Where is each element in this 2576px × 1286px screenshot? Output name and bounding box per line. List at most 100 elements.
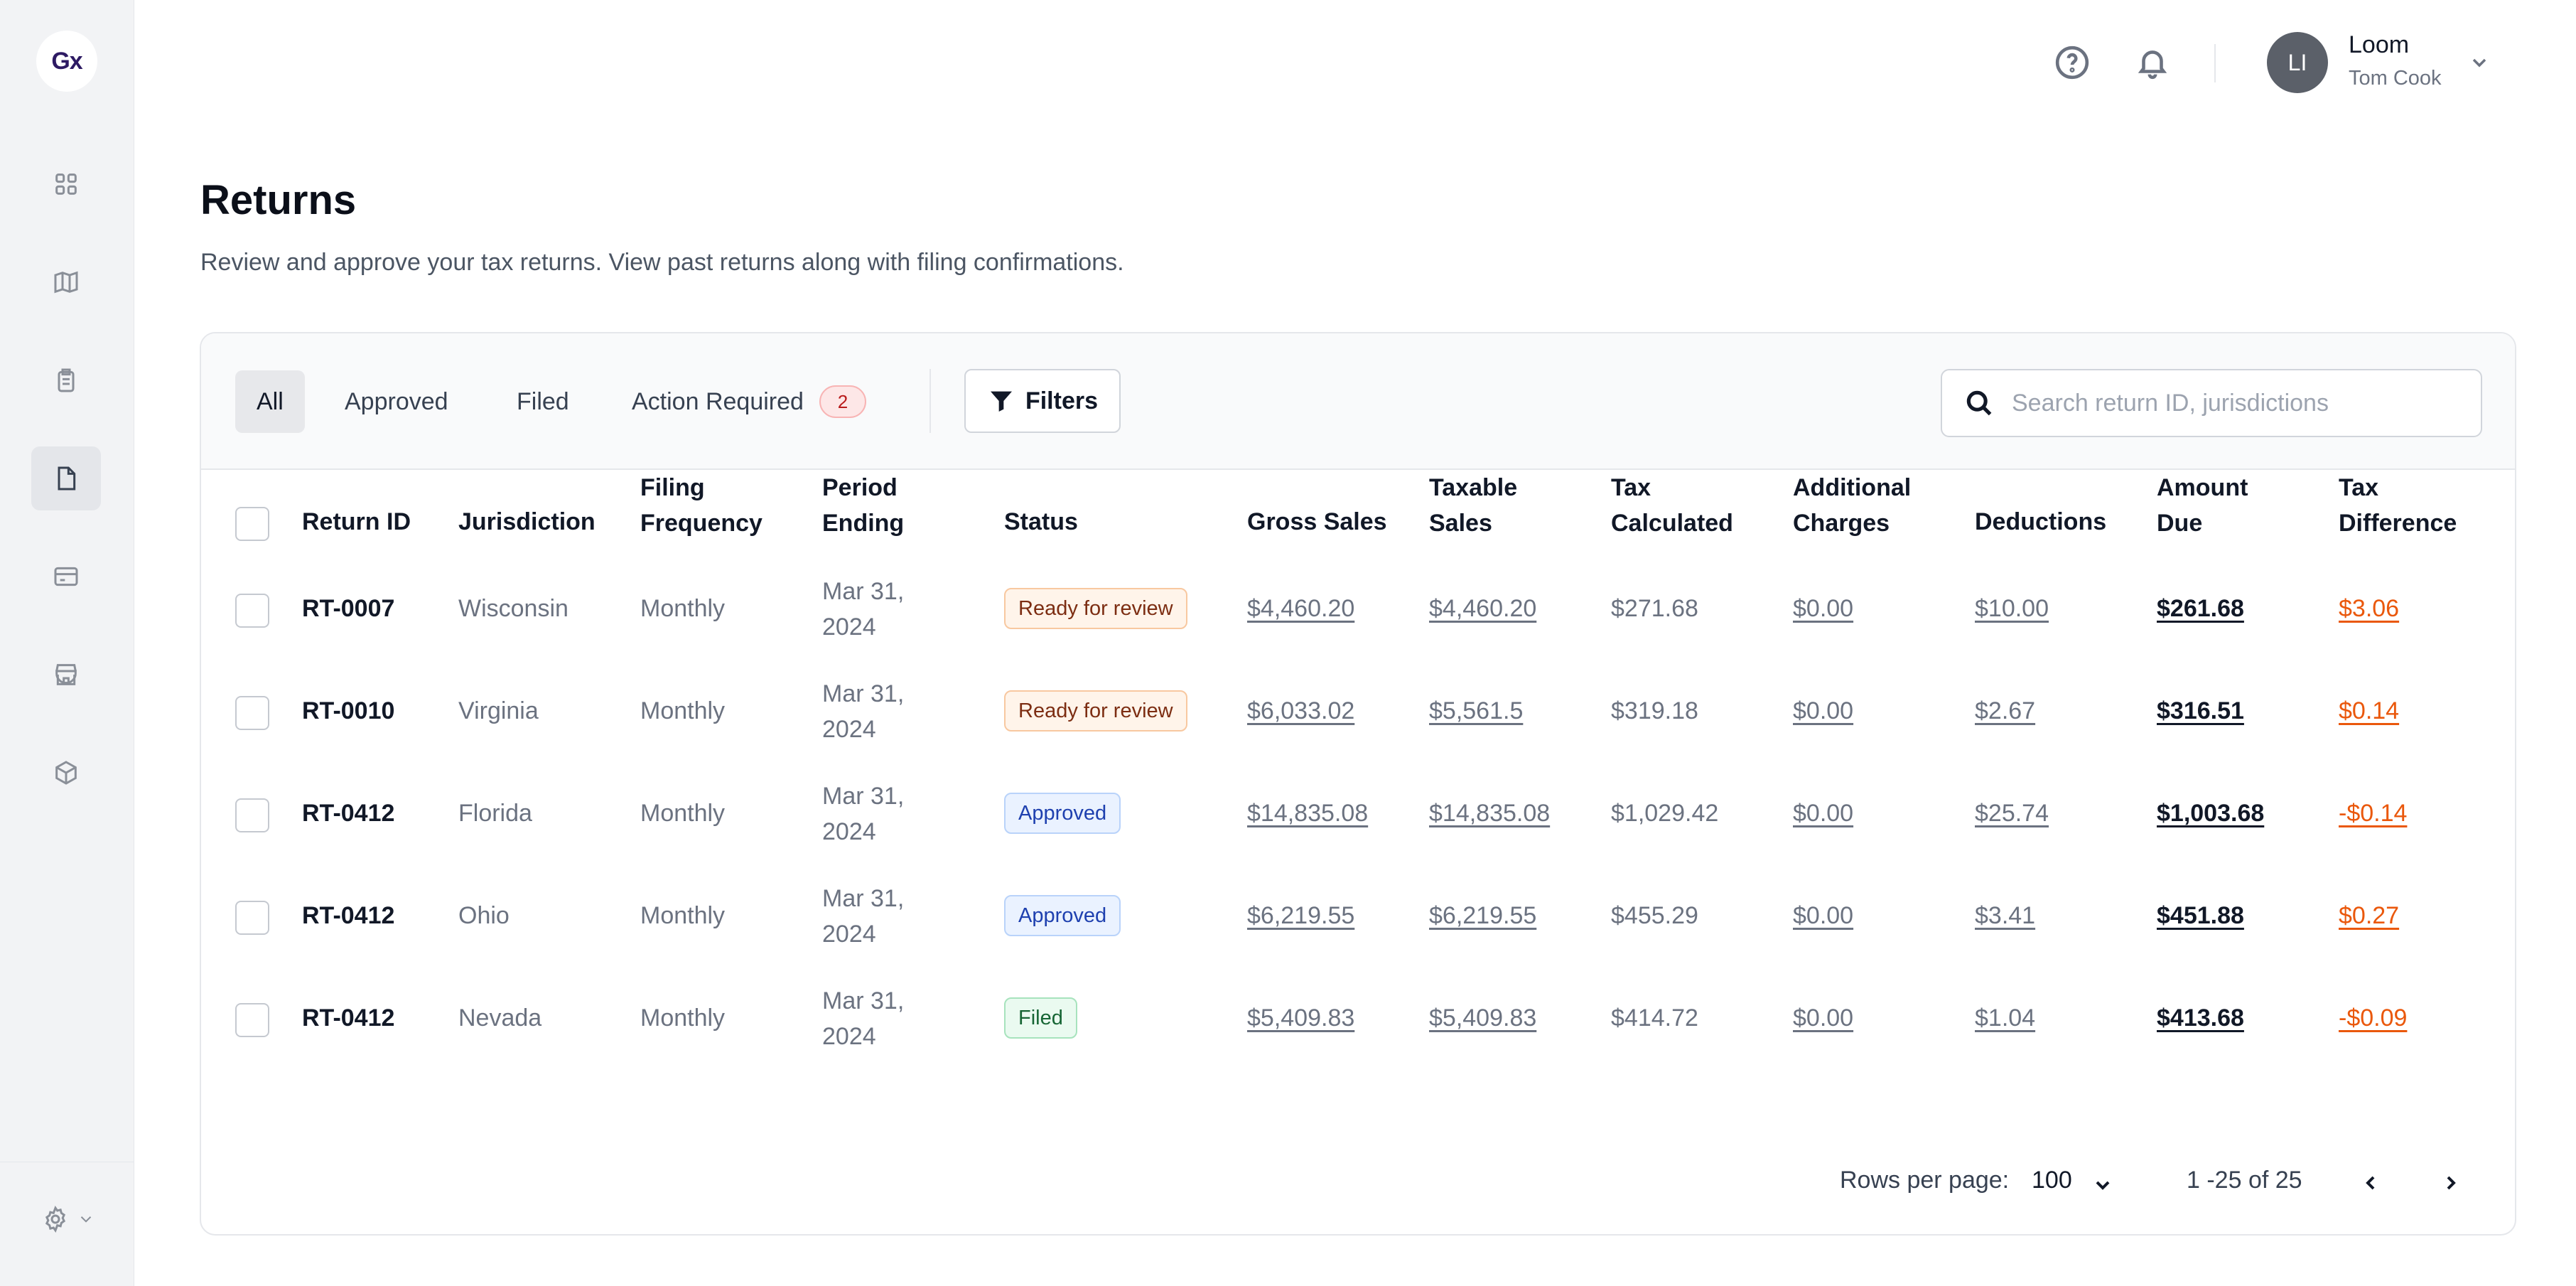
notifications-button[interactable] bbox=[2134, 44, 2171, 81]
cell-tax-calculated: $1,029.42 bbox=[1611, 800, 1719, 827]
store-icon bbox=[55, 664, 77, 685]
chevron-down-icon bbox=[2472, 58, 2486, 68]
user-menu-toggle[interactable] bbox=[2468, 51, 2491, 77]
nav-filings[interactable] bbox=[31, 348, 101, 412]
cell-additional-charges[interactable]: $0.00 bbox=[1793, 697, 1854, 724]
nav-dashboard[interactable] bbox=[31, 152, 101, 216]
cell-taxable-sales[interactable]: $4,460.20 bbox=[1429, 595, 1537, 622]
cell-tax-calculated: $455.29 bbox=[1611, 902, 1698, 929]
select-all-checkbox[interactable] bbox=[235, 507, 269, 541]
col-amount-due[interactable]: Amount Due bbox=[2157, 470, 2248, 541]
gear-icon bbox=[45, 1205, 66, 1233]
chevron-left-icon bbox=[2366, 1176, 2375, 1190]
returns-table: Return ID Jurisdiction Filing Frequency … bbox=[201, 470, 2515, 1067]
cell-additional-charges[interactable]: $0.00 bbox=[1793, 595, 1854, 622]
col-tax-calculated[interactable]: Tax Calculated bbox=[1611, 470, 1733, 541]
cell-amount-due[interactable]: $451.88 bbox=[2157, 902, 2244, 929]
cell-tax-difference[interactable]: -$0.14 bbox=[2339, 800, 2408, 827]
settings-button[interactable] bbox=[41, 1205, 95, 1233]
cell-gross-sales[interactable]: $6,219.55 bbox=[1247, 902, 1355, 929]
cell-taxable-sales[interactable]: $14,835.08 bbox=[1429, 800, 1551, 827]
filters-button[interactable]: Filters bbox=[964, 369, 1121, 433]
org-name[interactable]: Loom bbox=[2349, 31, 2410, 58]
col-taxable-sales[interactable]: Taxable Sales bbox=[1429, 470, 1517, 541]
tab-filed[interactable]: Filed bbox=[517, 387, 569, 415]
cell-amount-due[interactable]: $261.68 bbox=[2157, 595, 2244, 622]
help-button[interactable] bbox=[2054, 44, 2091, 81]
row-checkbox[interactable] bbox=[235, 696, 269, 730]
chevron-down-icon bbox=[80, 1216, 92, 1223]
col-deductions[interactable]: Deductions bbox=[1975, 508, 2107, 535]
action-required-count-badge: 2 bbox=[819, 385, 866, 418]
cell-tax-difference[interactable]: $3.06 bbox=[2339, 595, 2400, 622]
cell-period-ending: Mar 31, 2024 bbox=[822, 574, 904, 645]
status-badge: Ready for review bbox=[1004, 588, 1187, 629]
rows-per-page-label: Rows per page: bbox=[1840, 1167, 2010, 1194]
cell-deductions[interactable]: $1.04 bbox=[1975, 1004, 2036, 1032]
row-checkbox[interactable] bbox=[235, 901, 269, 935]
row-checkbox[interactable] bbox=[235, 594, 269, 628]
search-icon bbox=[1966, 390, 1992, 416]
cell-tax-difference[interactable]: $0.14 bbox=[2339, 697, 2400, 724]
nav-returns[interactable] bbox=[31, 446, 101, 510]
sidebar-footer bbox=[0, 1162, 134, 1286]
col-return-id[interactable]: Return ID bbox=[302, 508, 411, 535]
row-checkbox[interactable] bbox=[235, 1003, 269, 1037]
status-badge: Approved bbox=[1004, 793, 1121, 834]
col-status[interactable]: Status bbox=[1004, 508, 1078, 535]
cell-amount-due[interactable]: $316.51 bbox=[2157, 697, 2244, 724]
cell-tax-calculated: $414.72 bbox=[1611, 1004, 1698, 1032]
cell-deductions[interactable]: $10.00 bbox=[1975, 595, 2049, 622]
col-gross-sales[interactable]: Gross Sales bbox=[1247, 508, 1387, 535]
cell-taxable-sales[interactable]: $5,409.83 bbox=[1429, 1004, 1537, 1032]
row-checkbox[interactable] bbox=[235, 798, 269, 832]
nav-locations[interactable] bbox=[31, 643, 101, 707]
cell-amount-due[interactable]: $1,003.68 bbox=[2157, 800, 2265, 827]
cell-gross-sales[interactable]: $6,033.02 bbox=[1247, 697, 1355, 724]
cell-jurisdiction: Virginia bbox=[458, 697, 539, 724]
nav-payments[interactable] bbox=[31, 545, 101, 609]
cell-additional-charges[interactable]: $0.00 bbox=[1793, 1004, 1854, 1032]
cell-deductions[interactable]: $25.74 bbox=[1975, 800, 2049, 827]
app-logo[interactable]: Gx bbox=[36, 31, 97, 92]
tab-action-required[interactable]: Action Required 2 bbox=[610, 370, 888, 433]
cell-deductions[interactable]: $2.67 bbox=[1975, 697, 2036, 724]
user-name[interactable]: Tom Cook bbox=[2349, 67, 2442, 90]
cell-taxable-sales[interactable]: $5,561.5 bbox=[1429, 697, 1524, 724]
cell-period-ending-line: Mar 31, bbox=[822, 783, 905, 810]
nav-map[interactable] bbox=[31, 250, 101, 314]
col-jurisdiction[interactable]: Jurisdiction bbox=[458, 508, 596, 535]
cell-gross-sales[interactable]: $5,409.83 bbox=[1247, 1004, 1355, 1032]
tab-approved[interactable]: Approved bbox=[345, 387, 448, 415]
tab-all[interactable]: All bbox=[235, 370, 305, 433]
nav-products[interactable] bbox=[31, 741, 101, 805]
cell-jurisdiction: Wisconsin bbox=[458, 595, 568, 622]
col-tax-calculated-line1: Tax bbox=[1611, 474, 1651, 501]
cell-gross-sales[interactable]: $14,835.08 bbox=[1247, 800, 1369, 827]
status-badge: Approved bbox=[1004, 895, 1121, 936]
avatar[interactable]: LI bbox=[2267, 32, 2328, 93]
cell-taxable-sales[interactable]: $6,219.55 bbox=[1429, 902, 1537, 929]
cell-filing-frequency: Monthly bbox=[640, 595, 726, 622]
cell-gross-sales[interactable]: $4,460.20 bbox=[1247, 595, 1355, 622]
col-period-ending[interactable]: Period Ending bbox=[822, 470, 904, 541]
cell-deductions[interactable]: $3.41 bbox=[1975, 902, 2036, 929]
map-icon bbox=[54, 271, 78, 294]
cell-additional-charges[interactable]: $0.00 bbox=[1793, 800, 1854, 827]
search-input[interactable] bbox=[2012, 389, 2467, 417]
prev-page-button[interactable] bbox=[2356, 1169, 2385, 1197]
cell-amount-due[interactable]: $413.68 bbox=[2157, 1004, 2244, 1032]
cell-tax-difference[interactable]: -$0.09 bbox=[2339, 1004, 2408, 1032]
rows-per-page-value[interactable]: 100 bbox=[2032, 1167, 2072, 1194]
rows-per-page-dropdown[interactable] bbox=[2091, 1174, 2114, 1200]
col-tax-difference[interactable]: Tax Difference bbox=[2339, 470, 2457, 541]
col-additional-charges[interactable]: Additional Charges bbox=[1793, 470, 1911, 541]
next-page-button[interactable] bbox=[2437, 1169, 2465, 1197]
cell-return-id: RT-0007 bbox=[302, 595, 395, 622]
col-filing-frequency[interactable]: Filing Frequency bbox=[640, 470, 762, 541]
cell-tax-difference[interactable]: $0.27 bbox=[2339, 902, 2400, 929]
tab-action-required-label: Action Required bbox=[632, 387, 804, 415]
header-divider bbox=[2214, 44, 2216, 82]
cell-additional-charges[interactable]: $0.00 bbox=[1793, 902, 1854, 929]
cell-period-ending: Mar 31, 2024 bbox=[822, 881, 904, 952]
